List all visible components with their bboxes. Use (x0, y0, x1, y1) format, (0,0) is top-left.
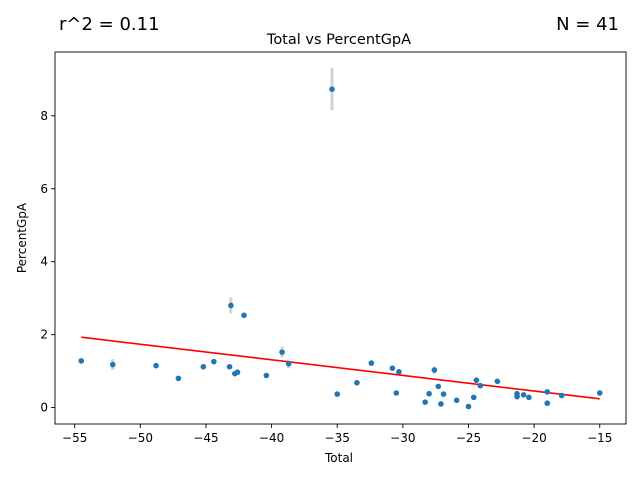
data-point-6 (226, 363, 233, 370)
x-tick-label-3: −40 (259, 431, 284, 445)
sample-size-annotation: N = 41 (556, 14, 619, 35)
data-point-38 (544, 400, 551, 407)
data-points (78, 86, 603, 410)
x-tick-label-1: −50 (128, 431, 153, 445)
data-point-22 (426, 390, 432, 397)
data-point-3 (175, 375, 182, 382)
x-axis-label: Total (324, 451, 353, 465)
data-point-26 (440, 391, 447, 397)
data-point-10 (241, 312, 247, 319)
data-point-13 (285, 361, 292, 367)
data-point-40 (596, 390, 603, 396)
y-tick-label-4: 8 (40, 109, 48, 123)
data-point-1 (109, 361, 116, 368)
data-point-21 (422, 399, 428, 405)
y-axis-label: PercentGpA (15, 202, 29, 273)
data-point-0 (78, 358, 85, 364)
data-point-20 (396, 369, 402, 375)
data-point-23 (431, 367, 438, 373)
data-point-15 (334, 391, 341, 397)
data-point-4 (200, 363, 207, 370)
plot-frame (54, 51, 627, 425)
y-tick-label-2: 4 (40, 255, 48, 269)
x-tick-label-6: −25 (456, 431, 481, 445)
data-point-27 (453, 397, 460, 404)
x-tick-label-8: −15 (587, 431, 612, 445)
data-point-5 (211, 358, 217, 365)
x-tick-label-7: −20 (521, 431, 546, 445)
x-tick-label-4: −35 (325, 431, 350, 445)
data-point-19 (393, 390, 400, 396)
x-tick-label-2: −45 (193, 431, 218, 445)
y-tick-label-3: 6 (40, 182, 48, 196)
data-point-37 (544, 389, 551, 395)
fit-line-group (81, 336, 600, 400)
data-point-36 (526, 394, 532, 401)
data-point-30 (473, 377, 480, 384)
r-squared-annotation: r^2 = 0.11 (59, 14, 160, 35)
y-tick-label-0: 0 (40, 401, 48, 415)
data-point-32 (494, 378, 501, 385)
data-point-17 (368, 360, 375, 366)
data-point-12 (279, 349, 285, 355)
data-point-28 (465, 403, 472, 410)
data-point-29 (470, 394, 477, 401)
data-point-24 (435, 383, 442, 390)
data-point-16 (354, 379, 360, 386)
data-point-34 (514, 390, 520, 397)
x-tick-label-5: −30 (390, 431, 415, 445)
x-axis-ticks: −55 −50 −45 −40 −35 −30 −25 −20 −15 (62, 424, 612, 445)
data-point-11 (263, 372, 270, 379)
data-point-2 (153, 362, 159, 369)
regression-fit-line (81, 336, 600, 400)
chart-title: Total vs PercentGpA (266, 32, 411, 48)
y-axis-ticks: 0 2 4 6 8 (40, 109, 55, 415)
data-point-35 (520, 392, 527, 398)
data-point-31 (477, 382, 484, 389)
data-point-18 (389, 365, 396, 372)
data-point-7 (228, 302, 234, 309)
y-tick-label-1: 2 (40, 328, 48, 342)
data-point-9 (234, 369, 241, 376)
data-point-25 (438, 401, 444, 407)
data-point-14 (329, 86, 335, 92)
data-point-39 (558, 392, 565, 399)
x-tick-label-0: −55 (62, 431, 87, 445)
